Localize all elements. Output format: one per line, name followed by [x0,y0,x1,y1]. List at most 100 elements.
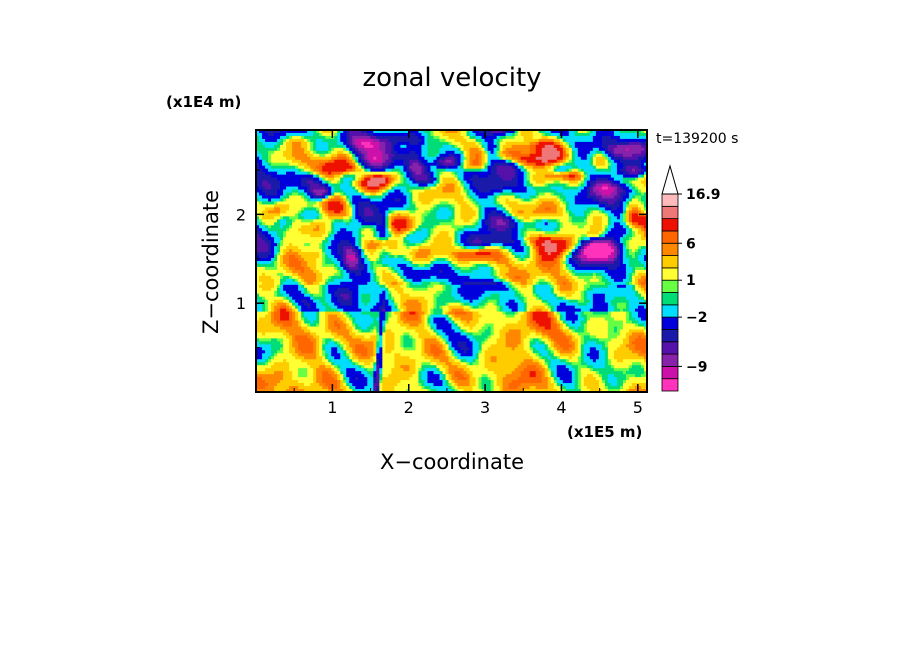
field-cell [535,132,540,137]
field-cell [280,222,284,226]
field-cell [400,174,404,179]
field-cell [637,213,642,217]
field-cell [466,201,471,206]
field-cell [541,156,546,161]
field-cell [394,141,398,146]
field-cell [412,222,417,226]
field-cell [271,159,275,164]
field-cell [334,219,338,223]
field-cell [472,132,477,137]
field-cell [340,165,344,170]
field-cell [346,237,350,241]
field-cell [286,183,290,188]
field-cell [256,183,260,188]
field-cell [403,237,407,241]
field-cell [604,156,609,161]
field-cell [583,207,588,211]
field-cell [325,153,329,158]
field-cell [412,156,417,161]
field-cell [334,228,338,232]
field-cell [562,213,567,217]
field-cell [334,130,338,134]
field-cell [499,130,504,134]
field-cell [376,219,380,223]
field-cell [580,165,585,170]
field-cell [274,240,278,244]
field-cell [586,231,591,235]
field-cell [499,174,504,179]
field-cell [277,135,281,140]
field-cell [259,210,263,214]
field-cell [577,147,582,152]
field-cell [544,183,549,188]
field-cell [556,141,561,146]
field-cell [493,147,498,152]
field-cell [286,177,290,182]
field-cell [346,231,350,235]
field-cell [424,130,429,134]
field-cell [628,174,633,179]
field-cell [472,192,477,197]
field-cell [361,189,365,194]
field-cell [337,159,341,164]
field-cell [574,177,579,182]
field-cell [571,186,576,191]
field-cell [418,234,423,238]
field-cell [448,141,453,146]
field-cell [409,201,413,206]
field-cell [265,192,269,197]
field-cell [274,201,278,206]
field-cell [628,201,633,206]
field-cell [514,240,519,244]
field-cell [313,237,317,241]
field-cell [508,219,513,223]
field-cell [619,207,624,211]
field-cell [580,222,585,226]
field-cell [325,141,329,146]
field-cell [268,180,272,185]
field-cell [550,192,555,197]
field-cell [601,216,606,220]
field-cell [271,135,275,140]
field-cell [553,159,558,164]
field-cell [277,189,281,194]
field-cell [502,147,507,152]
field-cell [448,186,453,191]
field-cell [406,144,410,149]
field-cell [319,135,323,140]
field-cell [322,195,326,200]
field-cell [553,222,558,226]
field-cell [355,183,359,188]
field-cell [286,138,290,143]
field-cell [631,207,636,211]
field-cell [541,198,546,203]
field-cell [349,159,353,164]
field-cell [583,150,588,155]
field-cell [283,162,287,167]
field-cell [421,147,426,152]
field-cell [310,210,314,214]
field-cell [364,130,368,134]
field-cell [502,135,507,140]
field-cell [496,147,501,152]
field-cell [433,180,438,185]
field-cell [472,171,477,176]
field-cell [340,177,344,182]
field-cell [589,216,594,220]
field-cell [535,237,540,241]
field-cell [565,237,570,241]
field-cell [259,219,263,223]
field-cell [499,225,504,229]
field-cell [568,156,573,161]
field-cell [355,153,359,158]
field-cell [343,141,347,146]
field-cell [595,210,600,214]
field-cell [310,159,314,164]
field-cell [469,183,474,188]
field-cell [388,132,392,137]
field-cell [559,144,564,149]
field-cell [529,135,534,140]
y-unit-label: (x1E4 m) [166,93,241,111]
field-cell [583,198,588,203]
field-cell [577,156,582,161]
